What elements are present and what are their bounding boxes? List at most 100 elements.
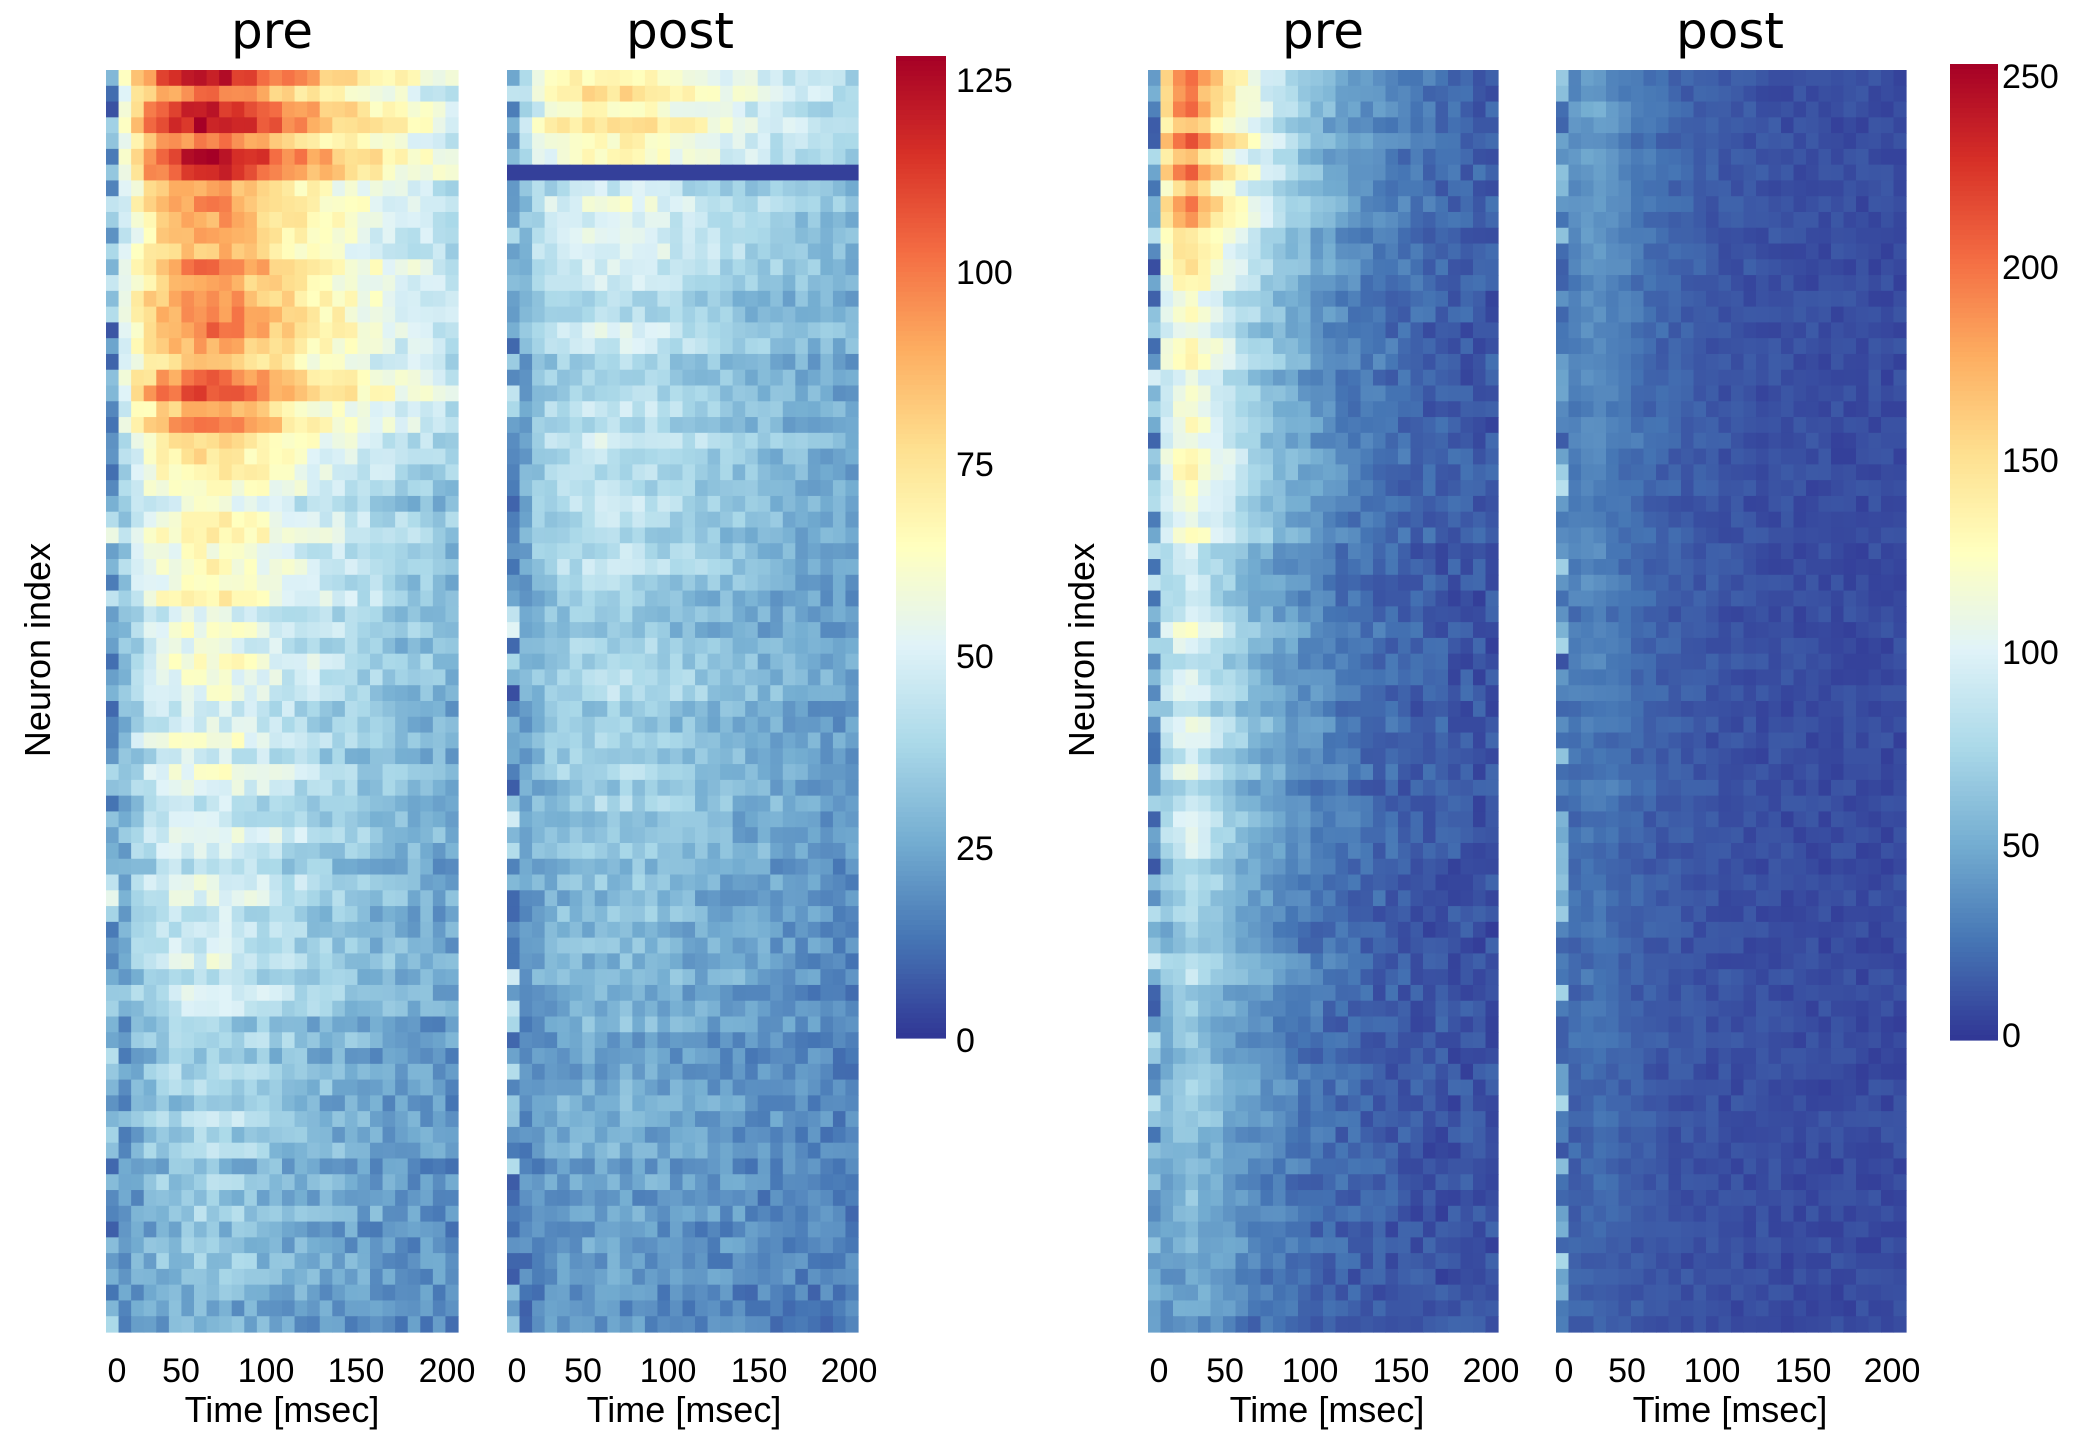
heatmap-cell [695, 1284, 709, 1302]
heatmap-cell [845, 417, 859, 434]
heatmap-cell [682, 290, 696, 308]
heatmap-cell [557, 527, 571, 544]
heatmap-cell [607, 937, 621, 955]
heatmap-cell [131, 622, 145, 639]
heatmap-cell [319, 842, 333, 860]
heatmap-cell [1198, 180, 1212, 197]
heatmap-cell [532, 890, 546, 907]
heatmap-cell [707, 1190, 721, 1207]
heatmap-cell [282, 543, 296, 560]
heatmap-cell [231, 1032, 245, 1049]
heatmap-cell [370, 890, 384, 907]
heatmap-cell [445, 1063, 459, 1081]
colorbar-segment [896, 826, 946, 833]
heatmap-cell [1260, 164, 1274, 182]
heatmap-cell [282, 1284, 296, 1302]
heatmap-cell [707, 984, 721, 1002]
heatmap-cell [1148, 196, 1162, 213]
heatmap-cell [269, 764, 283, 781]
heatmap-cell [357, 653, 371, 671]
heatmap-cell [294, 527, 308, 544]
heatmap-cell [1173, 70, 1187, 87]
heatmap-cell [231, 1205, 245, 1223]
heatmap-cell [194, 1190, 208, 1207]
heatmap-cell [344, 1000, 359, 1018]
colorbar-segment [896, 100, 946, 106]
heatmap-cell [720, 290, 734, 308]
heatmap-cell [420, 1300, 434, 1317]
heatmap-cell [382, 180, 396, 197]
heatmap-cell [118, 574, 132, 592]
heatmap-cell [156, 417, 170, 434]
heatmap-cell [231, 1079, 245, 1096]
heatmap-cell [319, 906, 333, 923]
heatmap-cell [307, 842, 321, 860]
heatmap-cell [807, 133, 821, 150]
heatmap-cell [582, 338, 596, 355]
heatmap-cell [143, 937, 157, 955]
heatmap-cell [594, 133, 608, 150]
heatmap-cell [231, 480, 245, 497]
heatmap-cell [357, 85, 371, 103]
heatmap-cell [707, 811, 721, 828]
heatmap-cell [156, 1221, 170, 1238]
colorbar-segment [896, 375, 946, 381]
heatmap-cell [832, 937, 847, 955]
heatmap-cell [156, 369, 170, 387]
heatmap-cell [307, 117, 321, 134]
heatmap-cell [669, 842, 684, 860]
heatmap-cell [845, 1221, 859, 1238]
heatmap-cell [219, 874, 233, 891]
heatmap-cell [695, 984, 709, 1002]
heatmap-cell [832, 1205, 847, 1223]
heatmap-cell [344, 701, 359, 718]
heatmap-cell [669, 748, 684, 765]
heatmap-cell [370, 1126, 384, 1144]
heatmap-cell [669, 574, 684, 592]
left-colorbar-tick-50: 50 [956, 638, 994, 676]
heatmap-cell [1185, 101, 1199, 118]
heatmap-cell [669, 890, 684, 907]
heatmap-cell [294, 969, 308, 986]
heatmap-cell [832, 669, 847, 686]
heatmap-cell [707, 764, 721, 781]
heatmap-cell [1435, 85, 1449, 103]
heatmap-cell [395, 1174, 409, 1191]
colorbar-segment [896, 340, 946, 347]
heatmap-cell [507, 148, 521, 166]
heatmap-cell [118, 1016, 132, 1033]
heatmap-cell [519, 937, 533, 955]
heatmap-cell [382, 148, 396, 166]
heatmap-cell [344, 369, 359, 387]
heatmap-cell [820, 1300, 834, 1317]
heatmap-cell [106, 1268, 120, 1286]
heatmap-cell [732, 764, 746, 781]
heatmap-cell [1223, 196, 1237, 213]
heatmap-cell [420, 1048, 434, 1065]
heatmap-cell [344, 890, 359, 907]
colorbar-segment [896, 875, 946, 882]
heatmap-cell [682, 1063, 696, 1081]
heatmap-cell [231, 1316, 245, 1333]
heatmap-cell [745, 243, 759, 260]
heatmap-cell [619, 622, 633, 639]
heatmap-cell [194, 227, 208, 245]
heatmap-cell [619, 858, 633, 876]
heatmap-cell [432, 1158, 447, 1175]
heatmap-cell [432, 637, 447, 655]
heatmap-cell [770, 1300, 784, 1317]
heatmap-cell [557, 148, 571, 166]
colorbar-segment [896, 414, 946, 420]
heatmap-cell [244, 827, 258, 844]
heatmap-cell [307, 1032, 321, 1049]
heatmap-cell [782, 164, 796, 182]
heatmap-cell [569, 858, 583, 876]
heatmap-cell [820, 259, 834, 276]
heatmap-cell [807, 937, 821, 955]
heatmap-cell [1285, 70, 1299, 87]
colorbar-segment [896, 90, 946, 96]
heatmap-cell [757, 559, 771, 576]
heatmap-cell [344, 559, 359, 576]
heatmap-cell [332, 70, 346, 87]
heatmap-cell [307, 1237, 321, 1254]
